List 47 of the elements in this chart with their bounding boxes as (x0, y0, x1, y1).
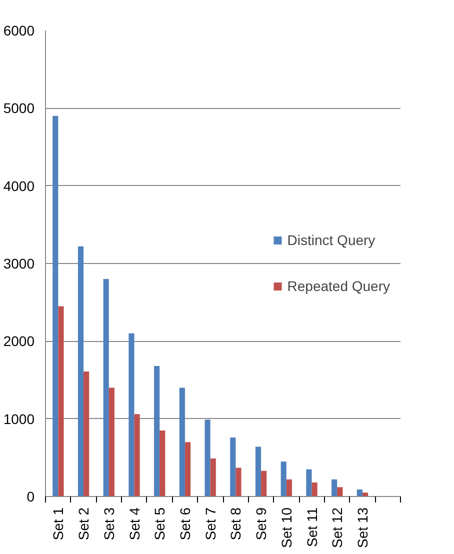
bar (154, 366, 160, 496)
bar (160, 430, 166, 496)
bar (255, 446, 262, 496)
bar (134, 414, 140, 496)
bar (78, 246, 84, 496)
bar (52, 116, 58, 496)
bar (306, 469, 312, 496)
y-tick-label: 1000 (3, 410, 35, 427)
bar (84, 371, 90, 496)
x-tick-label: Set 11 (304, 507, 320, 547)
bar (184, 442, 191, 496)
bar (312, 482, 318, 496)
legend-label: Distinct Query (287, 232, 376, 248)
bar (337, 487, 343, 496)
bar (236, 468, 242, 496)
x-tick-label: Set 8 (228, 507, 244, 540)
bar (58, 306, 64, 496)
x-tick-label: Set 1 (50, 507, 66, 540)
x-tick-label: Set 12 (329, 507, 346, 548)
y-tick-label: 4000 (3, 178, 35, 194)
bar (204, 420, 210, 496)
x-tick-label: Set 10 (278, 507, 294, 548)
bar (108, 388, 114, 496)
x-tick-label: Set 3 (100, 507, 117, 540)
x-tick-label: Set 5 (152, 507, 168, 540)
y-tick-label: 2000 (3, 333, 35, 350)
x-tick-label: Set 9 (253, 507, 270, 540)
bar (332, 479, 338, 496)
legend-label: Repeated Query (287, 278, 390, 294)
x-tick-label: Set 6 (176, 507, 193, 540)
bar (128, 333, 134, 496)
y-tick-label: 5000 (3, 100, 35, 116)
bar (179, 388, 185, 496)
bar (103, 279, 109, 496)
x-tick-label: Set 2 (76, 507, 92, 540)
y-tick-label: 6000 (3, 22, 35, 38)
y-tick-label: 3000 (3, 256, 35, 272)
bar (210, 458, 216, 496)
bar (230, 437, 236, 496)
y-tick-label: 0 (26, 488, 35, 504)
bar (280, 462, 286, 496)
x-tick-label: Set 13 (354, 507, 370, 548)
x-tick-label: Set 4 (126, 507, 142, 540)
bar (356, 490, 362, 496)
bar (261, 470, 267, 496)
x-tick-label: Set 7 (202, 507, 218, 540)
bar (286, 479, 292, 496)
